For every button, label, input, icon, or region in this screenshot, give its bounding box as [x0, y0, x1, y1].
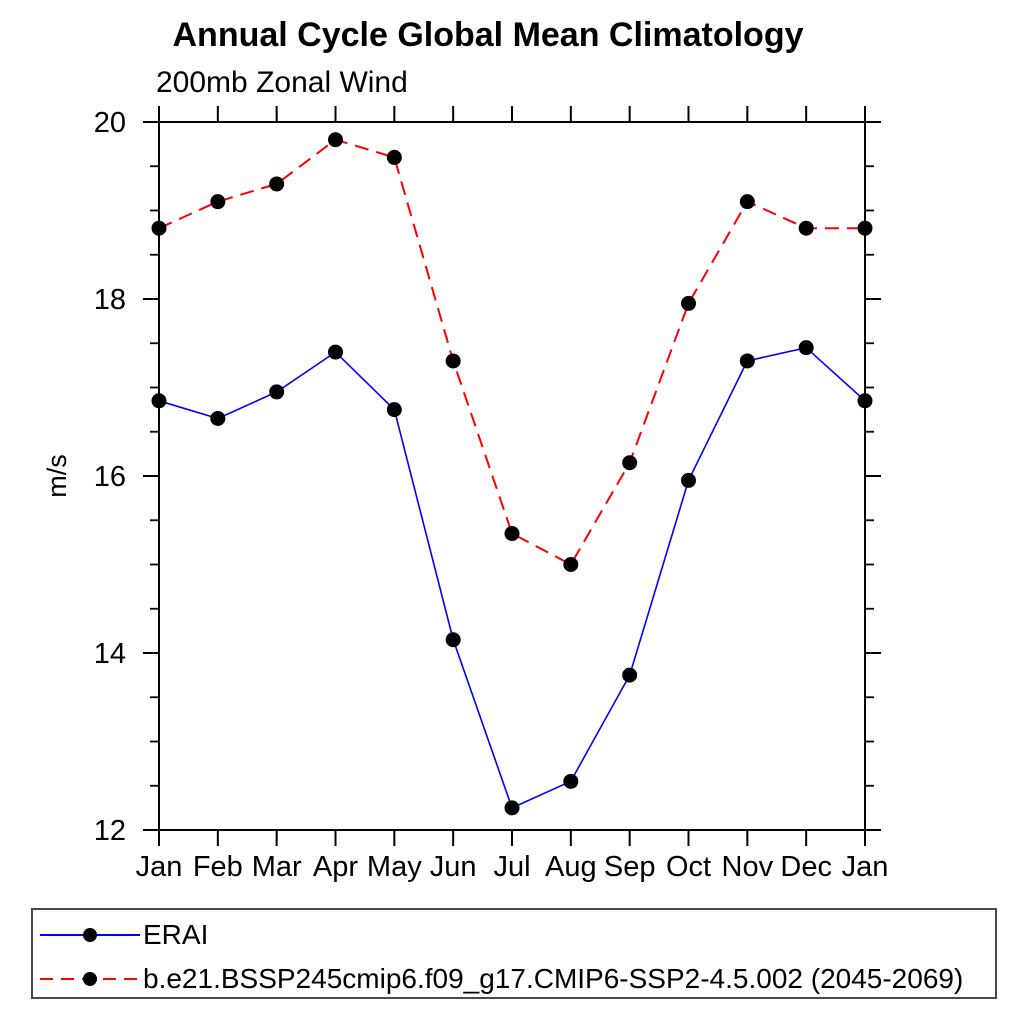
- x-tick-label: Jun: [430, 851, 477, 883]
- y-axis-unit-label: m/s: [42, 454, 72, 498]
- data-point-marker: [622, 455, 638, 471]
- data-point-marker: [857, 393, 873, 409]
- data-point-marker: [445, 353, 461, 369]
- x-tick-label: Mar: [252, 851, 302, 883]
- data-point-marker: [386, 149, 402, 165]
- x-tick-label: Jan: [136, 851, 183, 883]
- series-line-model: [158, 138, 865, 566]
- legend-item-erai: ERAI: [33, 919, 209, 950]
- data-point-marker: [386, 402, 402, 418]
- legend-label-erai: ERAI: [143, 919, 209, 950]
- legend-item-model: b.e21.BSSP245cmip6.f09_g17.CMIP6-SSP2-4.…: [33, 963, 964, 994]
- x-tick-label: Sep: [604, 851, 656, 883]
- y-tick-label: 16: [94, 461, 126, 493]
- data-point-marker: [504, 800, 520, 816]
- y-tick-label: 14: [94, 638, 126, 670]
- data-point-marker: [681, 472, 696, 488]
- x-tick-label: May: [367, 851, 422, 883]
- data-point-marker: [622, 667, 638, 683]
- data-point-marker: [798, 340, 814, 356]
- x-tick-label: Jul: [493, 851, 530, 883]
- y-tick-label: 20: [94, 107, 126, 139]
- legend-box: ERAI b.e21.BSSP245cmip6.f09_g17.CMIP6-SS…: [31, 908, 997, 999]
- x-tick-label: Aug: [545, 851, 597, 883]
- legend-sample-marker: [83, 972, 97, 986]
- plot-frame: [158, 121, 866, 831]
- x-tick-label: Feb: [193, 851, 243, 883]
- data-point-marker: [563, 557, 579, 572]
- data-point-marker: [328, 344, 343, 360]
- chart-title: Annual Cycle Global Mean Climatology: [172, 16, 804, 54]
- chart-subtitle: 200mb Zonal Wind: [156, 66, 408, 99]
- data-point-marker: [210, 194, 226, 210]
- data-point-marker: [739, 194, 755, 210]
- x-tick-label: Oct: [666, 851, 711, 883]
- data-point-marker: [328, 132, 343, 148]
- legend-line-sample-solid: [40, 928, 140, 942]
- data-point-marker: [681, 295, 696, 311]
- data-point-marker: [269, 176, 285, 192]
- data-point-marker: [151, 220, 167, 236]
- data-point-marker: [563, 773, 579, 789]
- x-tick-label: Jan: [842, 851, 889, 883]
- data-point-marker: [798, 220, 814, 236]
- x-tick-label: Apr: [313, 851, 358, 883]
- data-point-marker: [504, 526, 520, 542]
- data-point-marker: [857, 220, 873, 236]
- y-tick-label: 18: [94, 284, 126, 316]
- legend-line-sample-dashed: [40, 972, 140, 986]
- x-tick-label: Nov: [722, 851, 774, 883]
- x-tick-label: Dec: [780, 851, 832, 883]
- data-point-marker: [269, 384, 285, 400]
- data-point-marker: [739, 353, 755, 369]
- series-line-erai: [158, 346, 866, 809]
- data-point-marker: [151, 393, 167, 409]
- data-point-marker: [445, 632, 461, 648]
- legend-sample-marker: [83, 928, 97, 942]
- y-tick-label: 12: [94, 815, 126, 847]
- data-point-marker: [210, 410, 226, 426]
- legend-label-model: b.e21.BSSP245cmip6.f09_g17.CMIP6-SSP2-4.…: [143, 963, 964, 994]
